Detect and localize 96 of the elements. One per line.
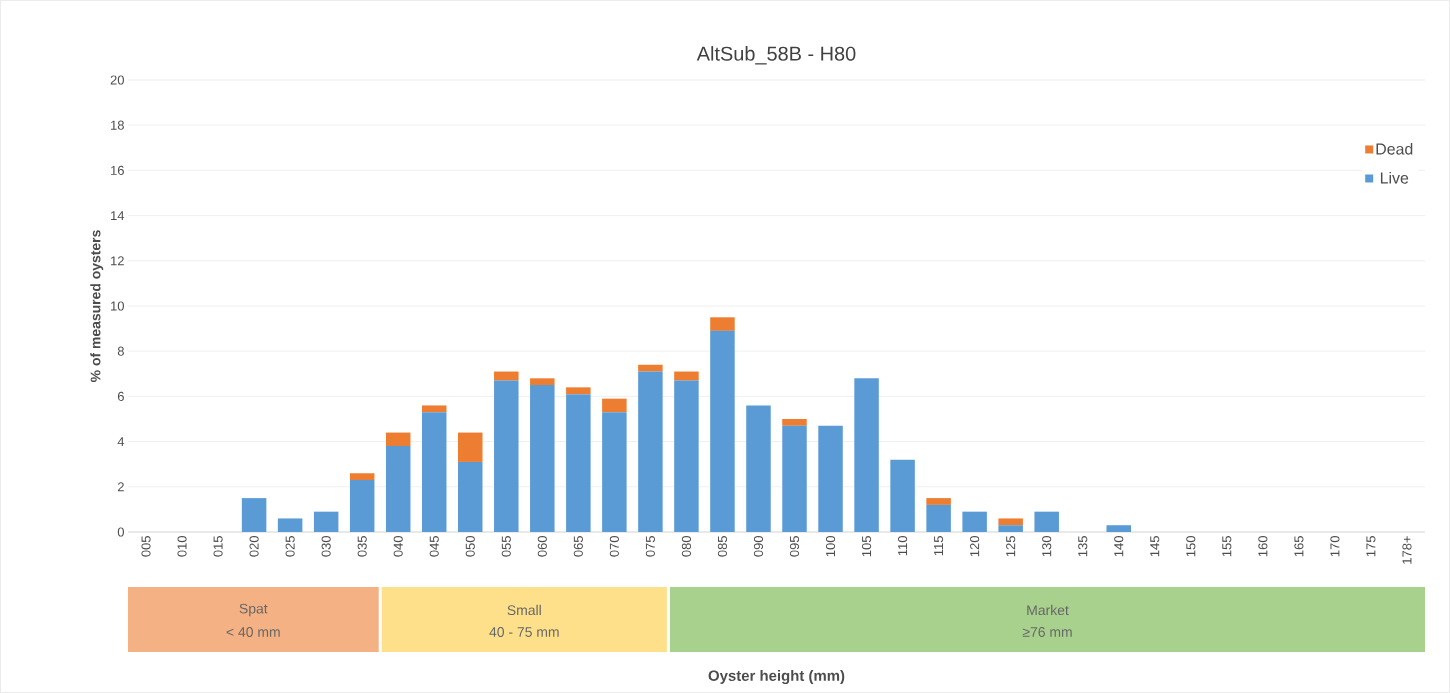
bar — [566, 387, 591, 395]
x-tick-label: 140 — [1114, 536, 1124, 557]
y-tick-label: 0 — [117, 527, 124, 537]
bar — [674, 371, 699, 381]
x-tick-label: 070 — [609, 536, 619, 557]
y-tick-label: 20 — [110, 75, 124, 85]
bar — [458, 432, 483, 462]
y-tick-label: 4 — [117, 437, 125, 447]
x-tick-label: 040 — [393, 536, 403, 557]
bar — [926, 504, 951, 532]
x-tick-label: 120 — [970, 536, 980, 557]
text: < 40 mm — [226, 627, 280, 637]
bar — [602, 412, 627, 532]
bar — [494, 371, 519, 381]
x-tick-label: 020 — [249, 536, 259, 557]
x-tick-label: 165 — [1294, 536, 1304, 557]
bar — [782, 419, 807, 426]
bar — [349, 473, 375, 481]
y-tick-label: 16 — [111, 165, 124, 175]
text: Spat — [239, 603, 268, 617]
bar — [421, 412, 447, 532]
x-tick-label: 010 — [177, 536, 187, 557]
bar — [385, 432, 411, 447]
x-tick-label: 055 — [501, 536, 511, 557]
x-tick-label: 085 — [717, 536, 728, 557]
bar — [530, 378, 555, 386]
legend-label: Live — [1380, 171, 1409, 184]
legend-label: Dead — [1376, 142, 1413, 155]
x-tick-label: 035 — [357, 536, 367, 557]
y-tick-label: 2 — [117, 482, 124, 492]
bar — [818, 425, 843, 532]
y-tick-label: 14 — [111, 211, 125, 221]
text: 40 - 75 mm — [489, 627, 559, 637]
bar — [638, 371, 663, 532]
x-tick-label: 130 — [1042, 536, 1052, 557]
x-tick-label: 050 — [465, 536, 475, 557]
bar — [1034, 511, 1059, 532]
bar — [854, 378, 879, 532]
bar — [530, 385, 555, 532]
y-tick-label: 18 — [111, 120, 124, 130]
x-tick-label: 025 — [285, 536, 295, 557]
y-tick-label: 10 — [111, 301, 124, 311]
x-tick-label: 045 — [429, 536, 439, 557]
y-axis-title: % of measured oysters — [90, 230, 104, 383]
chart-title: AltSub_58B - H80 — [696, 46, 856, 65]
x-tick-label: 115 — [934, 536, 944, 556]
bar — [998, 518, 1023, 526]
bar — [421, 405, 447, 413]
x-tick-label: 080 — [681, 536, 692, 557]
bar — [385, 446, 411, 532]
text: Oyster height (mm) — [708, 670, 845, 684]
x-tick-label: 090 — [753, 536, 764, 557]
x-tick-label: 155 — [1222, 536, 1232, 557]
bar — [277, 518, 303, 532]
x-tick-label: 135 — [1078, 536, 1088, 557]
bar — [349, 480, 375, 532]
bar — [782, 425, 807, 532]
bar — [926, 498, 951, 505]
bar — [746, 405, 771, 532]
bar — [313, 511, 339, 532]
x-tick-label: 095 — [789, 536, 800, 557]
x-tick-label: 170 — [1330, 536, 1340, 557]
x-tick-label: 160 — [1258, 536, 1268, 557]
x-tick-label: 105 — [861, 536, 872, 557]
bar — [494, 380, 519, 532]
y-tick-label: 12 — [111, 256, 124, 266]
bar — [1106, 525, 1131, 532]
x-tick-label: 030 — [321, 536, 331, 557]
bar — [638, 364, 663, 372]
bar — [710, 330, 735, 532]
x-tick-label: 005 — [141, 536, 151, 557]
x-tick-label: 178+ — [1402, 536, 1412, 564]
x-tick-label: 100 — [825, 536, 836, 557]
y-tick-label: 6 — [117, 391, 124, 401]
bar — [710, 317, 735, 331]
text: Small — [507, 604, 541, 616]
bar — [458, 461, 483, 532]
x-tick-label: 175 — [1366, 536, 1376, 557]
x-tick-label: 145 — [1150, 536, 1160, 557]
x-tick-label: 015 — [213, 536, 223, 557]
bar — [998, 525, 1023, 532]
bar — [890, 459, 915, 532]
x-tick-label: 110 — [898, 536, 908, 556]
bar — [566, 394, 591, 532]
x-tick-label: 150 — [1186, 536, 1196, 557]
bar — [674, 380, 699, 532]
x-tick-label: 065 — [573, 536, 583, 557]
bar — [241, 498, 267, 532]
x-tick-label: 075 — [645, 536, 655, 557]
bar — [962, 511, 987, 532]
y-tick-label: 8 — [117, 346, 124, 356]
text: Market — [1027, 604, 1069, 616]
x-tick-label: 125 — [1006, 536, 1016, 557]
text: ≥76 mm — [1022, 627, 1072, 637]
x-tick-label: 060 — [537, 536, 547, 557]
bar — [602, 398, 627, 413]
